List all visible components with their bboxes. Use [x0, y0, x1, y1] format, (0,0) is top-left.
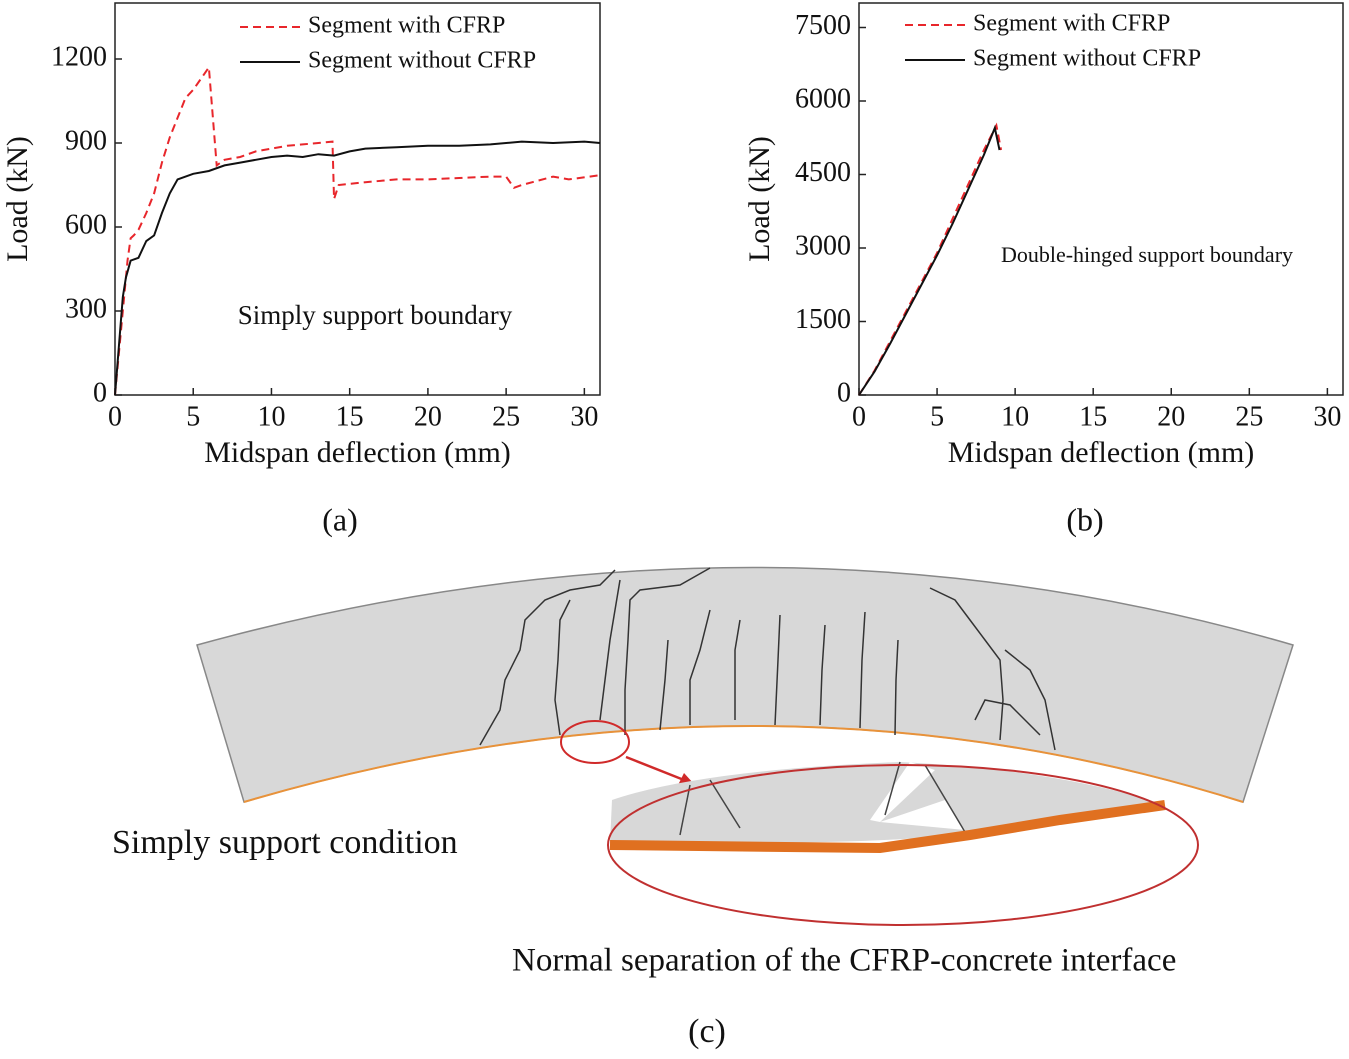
x-axis-label: Midspan deflection (mm): [204, 436, 511, 469]
y-tick-label: 6000: [795, 83, 851, 114]
plot-frame: [858, 2, 1344, 396]
x-tick-label: 15: [1079, 401, 1107, 432]
separation-gap: [880, 800, 965, 830]
zoom-arrow: [625, 755, 685, 782]
legend-label: Segment without CFRP: [308, 48, 536, 74]
zoom-cfrp: [609, 800, 1166, 854]
x-tick-label: 25: [492, 401, 520, 432]
x-tick-label: 10: [1001, 401, 1029, 432]
x-tick-label: 20: [414, 401, 442, 432]
segment-shape: [196, 566, 1294, 803]
legend-label: Segment with CFRP: [973, 11, 1170, 37]
x-tick-label: 0: [852, 401, 866, 432]
x-axis-label: Midspan deflection (mm): [948, 436, 1255, 469]
x-tick-label: 5: [930, 401, 944, 432]
data-line: [858, 122, 1003, 396]
x-tick-label: 30: [570, 401, 598, 432]
annotation: Simply support boundary: [238, 300, 513, 330]
y-tick-label: 0: [93, 377, 107, 408]
y-axis-label: Load (kN): [743, 136, 776, 262]
cracks: [479, 567, 1056, 751]
y-tick-label: 300: [65, 293, 107, 324]
zoom-circle: [560, 720, 630, 764]
y-axis-label: Load (kN): [1, 136, 34, 262]
separation-gap: [870, 762, 935, 822]
annotation: Double-hinged support boundary: [1001, 242, 1293, 267]
x-tick-label: 20: [1157, 401, 1185, 432]
x-tick-label: 0: [108, 401, 122, 432]
panel-label: (b): [1066, 501, 1103, 537]
legend-label: Segment without CFRP: [973, 46, 1201, 72]
x-tick-label: 5: [186, 401, 200, 432]
plot-frame: [114, 2, 601, 396]
data-line: [114, 140, 601, 396]
y-tick-label: 0: [837, 377, 851, 408]
diagram: Simply support condition Normal separati…: [112, 566, 1294, 1050]
y-tick-label: 3000: [795, 230, 851, 261]
panel-label: (c): [688, 1013, 726, 1050]
condition-label: Simply support condition: [112, 824, 458, 861]
x-tick-label: 15: [336, 401, 364, 432]
x-tick-label: 30: [1313, 401, 1341, 432]
zoom-cracks: [679, 761, 966, 836]
data-line: [858, 124, 1001, 396]
panel-label: (a): [322, 501, 358, 537]
y-tick-label: 7500: [795, 10, 851, 41]
y-tick-label: 900: [65, 125, 107, 156]
x-tick-label: 10: [257, 401, 285, 432]
y-tick-label: 4500: [795, 157, 851, 188]
legend-label: Segment with CFRP: [308, 13, 505, 39]
zoom-ellipse: [607, 764, 1199, 926]
y-tick-label: 1500: [795, 304, 851, 335]
y-tick-label: 600: [65, 209, 107, 240]
x-tick-label: 25: [1235, 401, 1263, 432]
data-line: [114, 64, 601, 396]
cfrp-layer: [243, 725, 1244, 803]
y-tick-label: 1200: [51, 41, 107, 72]
caption: Normal separation of the CFRP-concrete i…: [512, 943, 1176, 979]
